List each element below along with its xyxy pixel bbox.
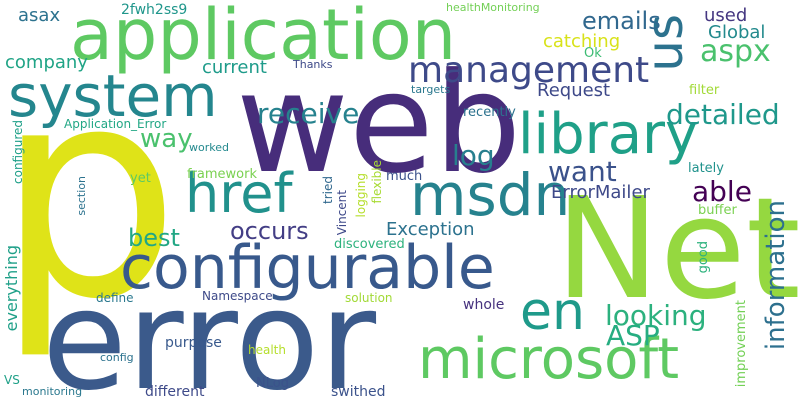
word-flexible: flexible bbox=[370, 160, 384, 204]
word-global: Global bbox=[708, 22, 766, 43]
word-looking: looking bbox=[605, 299, 707, 332]
word-request: Request bbox=[537, 80, 611, 101]
word-management: management bbox=[408, 50, 650, 91]
word-en: en bbox=[520, 282, 585, 342]
word-catching: catching bbox=[543, 31, 621, 52]
word-microsoft: microsoft bbox=[418, 327, 680, 392]
word-thanks: Thanks bbox=[293, 58, 333, 71]
word-worked: worked bbox=[189, 141, 229, 154]
word-msdn: msdn bbox=[410, 161, 571, 229]
word-application: application bbox=[70, 0, 457, 76]
word-library: library bbox=[518, 102, 699, 167]
word-errormailer: ErrorMailer bbox=[551, 182, 650, 203]
word-able: able bbox=[692, 175, 752, 208]
word-receive: receive bbox=[257, 97, 360, 130]
word-occurs: occurs bbox=[230, 217, 309, 245]
word-different: different bbox=[145, 384, 205, 400]
word-detailed: detailed bbox=[666, 98, 780, 131]
word-solution: solution bbox=[345, 291, 393, 305]
word-way: way bbox=[140, 124, 193, 154]
word-yet: yet bbox=[130, 171, 151, 186]
word-p: p bbox=[0, 26, 181, 363]
word-error: error bbox=[42, 260, 377, 400]
word-tried: tried bbox=[321, 176, 335, 204]
word-2fwh2ss9: 2fwh2ss9 bbox=[121, 2, 188, 18]
word-healthmonitoring: healthMonitoring bbox=[446, 1, 540, 14]
word-exception: Exception bbox=[386, 219, 475, 240]
word-log: log bbox=[452, 139, 495, 172]
word-aspx: aspx bbox=[700, 34, 771, 69]
word-lately: lately bbox=[688, 161, 724, 176]
word-define: define bbox=[96, 291, 134, 305]
word-system: system bbox=[8, 62, 218, 130]
word-namespace: Namespace bbox=[202, 289, 273, 303]
word-buffer: buffer bbox=[698, 203, 737, 218]
word-web: web bbox=[236, 43, 522, 204]
word-section: section bbox=[75, 176, 88, 216]
word-filter: filter bbox=[689, 83, 720, 98]
word-whole: whole bbox=[463, 297, 505, 313]
word-company: company bbox=[5, 52, 88, 73]
word-ok: Ok bbox=[584, 46, 602, 61]
word-asp: ASP bbox=[606, 319, 660, 352]
word-href: href bbox=[185, 162, 293, 225]
word-emails: emails bbox=[582, 7, 661, 35]
word-purpose: purpose bbox=[165, 335, 222, 351]
word-want: want bbox=[548, 155, 617, 188]
word-best: best bbox=[128, 224, 180, 252]
word-configured: configured bbox=[11, 120, 25, 184]
word-vs: VS bbox=[4, 373, 20, 387]
word-config: config bbox=[100, 351, 134, 364]
word-net: Net bbox=[555, 168, 800, 331]
word-much: much bbox=[386, 169, 423, 184]
word-health: health bbox=[248, 343, 286, 357]
word-logging: logging bbox=[354, 173, 368, 218]
word-everything: everything bbox=[2, 245, 21, 332]
word-vincent: Vincent bbox=[335, 190, 349, 236]
word-discovered: discovered bbox=[334, 237, 405, 252]
word-asax: asax bbox=[18, 5, 61, 26]
word-swithed: swithed bbox=[331, 384, 386, 400]
word-current: current bbox=[202, 57, 267, 78]
word-used: used bbox=[704, 5, 748, 26]
word-application-error: Application_Error bbox=[64, 117, 167, 131]
word-targets: targets bbox=[411, 83, 451, 96]
word-improvement: improvement bbox=[734, 300, 749, 388]
word-nlog: NLog bbox=[256, 376, 289, 391]
word-good: good bbox=[696, 241, 711, 274]
word-recently: recently bbox=[463, 105, 516, 120]
word-information: information bbox=[761, 200, 791, 351]
word-monitoring: monitoring bbox=[22, 385, 83, 398]
word-framework: framework bbox=[187, 167, 258, 182]
word-configurable: configurable bbox=[120, 233, 495, 303]
